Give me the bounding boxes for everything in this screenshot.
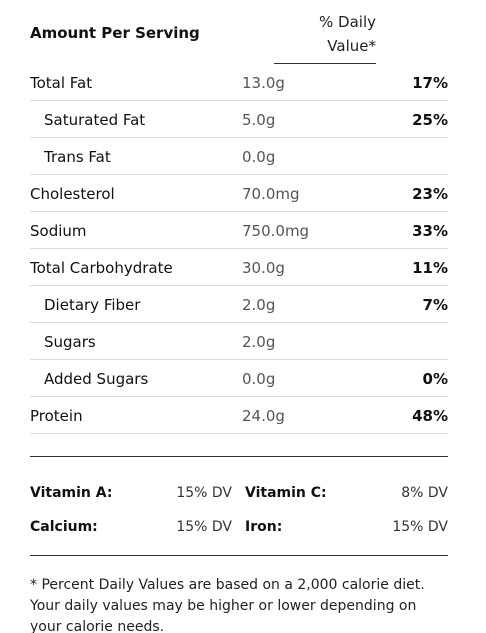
nutrient-row-cholesterol: Cholesterol 70.0mg 23% bbox=[30, 175, 448, 212]
nutrient-row-protein: Protein 24.0g 48% bbox=[30, 397, 448, 434]
nutrient-label: Saturated Fat bbox=[44, 111, 146, 129]
nutrient-amount: 2.0g bbox=[242, 333, 276, 351]
nutrient-label: Added Sugars bbox=[44, 370, 149, 388]
nutrient-daily-value: 11% bbox=[412, 259, 448, 277]
nutrient-row-sodium: Sodium 750.0mg 33% bbox=[30, 212, 448, 249]
nutrient-amount: 0.0g bbox=[242, 370, 276, 388]
nutrient-row-total-fat: Total Fat 13.0g 17% bbox=[30, 64, 448, 101]
nutrient-label: Protein bbox=[30, 407, 83, 425]
nutrient-row-sugars: Sugars 2.0g bbox=[30, 323, 448, 360]
nutrient-label: Dietary Fiber bbox=[44, 296, 141, 314]
vitamin-c-label: Vitamin C: bbox=[245, 485, 327, 501]
nutrient-amount: 30.0g bbox=[242, 259, 285, 277]
vitamins-top-divider bbox=[30, 456, 448, 457]
daily-value-heading-line2: Value* bbox=[327, 37, 376, 55]
nutrient-amount: 0.0g bbox=[242, 148, 276, 166]
nutrient-row-saturated-fat: Saturated Fat 5.0g 25% bbox=[30, 101, 448, 138]
nutrient-label: Total Carbohydrate bbox=[30, 259, 173, 277]
nutrition-facts-panel: Amount Per Serving % Daily Value* Total … bbox=[30, 0, 448, 434]
nutrient-label: Trans Fat bbox=[44, 148, 111, 166]
iron-label: Iron: bbox=[245, 519, 283, 535]
calcium-label: Calcium: bbox=[30, 519, 98, 535]
daily-value-heading: % Daily Value* bbox=[274, 10, 376, 58]
vitamin-c-value: 8% DV bbox=[401, 485, 448, 501]
nutrient-amount: 70.0mg bbox=[242, 185, 300, 203]
nutrient-amount: 2.0g bbox=[242, 296, 276, 314]
nutrient-daily-value: 7% bbox=[422, 296, 448, 314]
vitamins-bottom-divider bbox=[30, 555, 448, 556]
nutrient-daily-value: 33% bbox=[412, 222, 448, 240]
nutrient-row-trans-fat: Trans Fat 0.0g bbox=[30, 138, 448, 175]
nutrient-amount: 5.0g bbox=[242, 111, 276, 129]
nutrient-row-added-sugars: Added Sugars 0.0g 0% bbox=[30, 360, 448, 397]
daily-value-footnote: * Percent Daily Values are based on a 2,… bbox=[30, 577, 425, 633]
nutrient-daily-value: 23% bbox=[412, 185, 448, 203]
nutrient-label: Cholesterol bbox=[30, 185, 115, 203]
nutrient-daily-value: 0% bbox=[422, 370, 448, 388]
header-underline bbox=[274, 63, 376, 64]
nutrient-list: Total Fat 13.0g 17% Saturated Fat 5.0g 2… bbox=[30, 64, 448, 434]
nutrient-label: Sugars bbox=[44, 333, 96, 351]
nutrient-daily-value: 48% bbox=[412, 407, 448, 425]
calcium-value: 15% DV bbox=[176, 519, 232, 535]
nutrient-amount: 13.0g bbox=[242, 74, 285, 92]
nutrient-label: Total Fat bbox=[30, 74, 93, 92]
nutrient-daily-value: 17% bbox=[412, 74, 448, 92]
nutrient-daily-value: 25% bbox=[412, 111, 448, 129]
iron-value: 15% DV bbox=[392, 519, 448, 535]
nutrition-header: Amount Per Serving % Daily Value* bbox=[30, 0, 448, 66]
vitamin-a-value: 15% DV bbox=[176, 485, 232, 501]
nutrient-label: Sodium bbox=[30, 222, 87, 240]
nutrient-amount: 24.0g bbox=[242, 407, 285, 425]
daily-value-heading-line1: % Daily bbox=[319, 13, 376, 31]
amount-per-serving-heading: Amount Per Serving bbox=[30, 24, 200, 42]
nutrient-amount: 750.0mg bbox=[242, 222, 310, 240]
nutrient-row-dietary-fiber: Dietary Fiber 2.0g 7% bbox=[30, 286, 448, 323]
vitamin-a-label: Vitamin A: bbox=[30, 485, 113, 501]
nutrient-row-total-carbohydrate: Total Carbohydrate 30.0g 11% bbox=[30, 249, 448, 286]
